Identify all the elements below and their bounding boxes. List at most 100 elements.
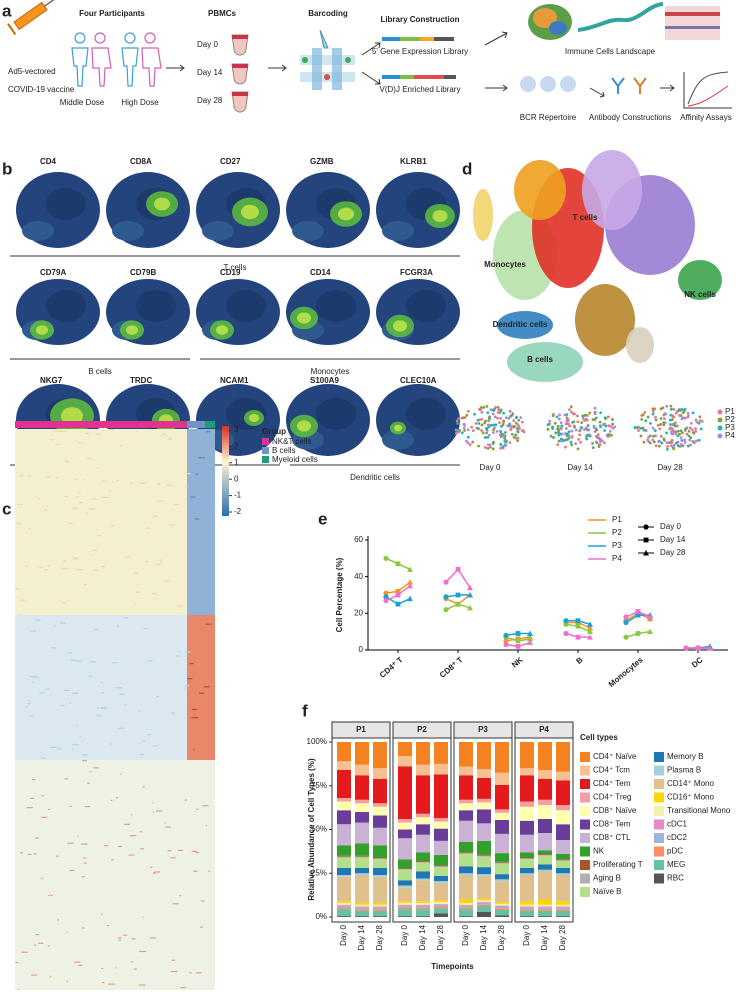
bar-segment	[337, 907, 351, 910]
tsne-dot	[565, 432, 569, 436]
heat-cell	[93, 767, 99, 769]
tsne-dot	[460, 431, 464, 435]
tsne-dot	[644, 429, 648, 433]
bar-segment	[373, 916, 387, 917]
bar-segment	[495, 905, 509, 907]
legend-swatch	[262, 456, 269, 463]
bar-segment	[459, 873, 473, 875]
heat-cell	[139, 831, 143, 833]
bar-segment	[373, 904, 387, 907]
heat-cell	[170, 524, 175, 526]
heat-cell	[120, 773, 122, 775]
bar-segment	[459, 866, 473, 874]
tsne-tile	[106, 172, 190, 248]
legend-label: pDC	[667, 847, 683, 856]
marker	[683, 645, 689, 651]
gene-label: NKG7	[40, 376, 63, 385]
heat-cell	[157, 483, 161, 486]
bar-segment	[477, 856, 491, 868]
day-label: Day 14	[567, 463, 593, 472]
tsne-dot	[675, 441, 678, 445]
x-tick-label: Day 0	[461, 924, 470, 945]
bar-segment	[477, 904, 491, 907]
heat-cell	[178, 651, 181, 653]
tsne-dot	[594, 416, 598, 420]
tsne-dot	[461, 416, 465, 420]
marker	[407, 579, 413, 585]
bar-segment	[477, 906, 491, 912]
tsne-dot	[651, 412, 655, 416]
tsne-dot	[499, 408, 503, 412]
legend-label: NK	[593, 847, 605, 856]
tubes	[231, 34, 249, 113]
heat-cell	[75, 496, 80, 498]
tsne-dot	[569, 440, 573, 444]
tsne-dot	[654, 434, 657, 438]
legend-title: Cell types	[580, 733, 618, 742]
bar-segment	[477, 898, 491, 901]
bar-segment	[337, 916, 351, 917]
library-bars	[382, 37, 456, 79]
tsne-dot	[563, 445, 567, 449]
bar-segment	[538, 864, 552, 870]
heat-cell	[69, 869, 75, 872]
bar-segment	[373, 858, 387, 860]
heat-cell	[146, 733, 152, 736]
legend-swatch	[580, 887, 590, 897]
tsne-dot	[680, 431, 684, 435]
bar-segment	[459, 907, 473, 910]
tsne-dot	[665, 447, 669, 451]
heat-cell	[147, 660, 153, 662]
heat-cell	[123, 617, 128, 619]
heat-cell	[37, 498, 41, 500]
bar-segment	[556, 771, 570, 781]
bar-segment	[337, 845, 351, 856]
tsne-dot	[683, 407, 687, 411]
marker	[503, 638, 509, 644]
bar-segment	[434, 904, 448, 907]
heat-cell	[49, 894, 53, 896]
heat-cell	[125, 556, 130, 558]
bar-segment	[398, 838, 412, 860]
group-label: T cells	[224, 263, 247, 272]
text: BCR Repertoire	[520, 113, 577, 122]
heat-cell	[67, 652, 73, 654]
tsne-dot	[520, 420, 524, 424]
heat-cell	[175, 655, 180, 657]
heat-cell	[28, 853, 32, 855]
bar-segment	[477, 867, 491, 875]
tsne-dot	[509, 428, 513, 431]
bar-segment	[459, 775, 473, 800]
tsne-dot	[608, 430, 612, 433]
bar-segment	[398, 868, 412, 869]
bar-segment	[373, 845, 387, 858]
tsne-dot	[681, 416, 685, 420]
tsne-dot	[502, 419, 506, 423]
bar-segment	[416, 907, 430, 910]
tsne-dot	[581, 416, 585, 420]
tsne-dot	[501, 445, 505, 449]
bar-segment	[373, 876, 387, 903]
heat-cell	[81, 754, 88, 756]
heat-cell	[172, 903, 179, 905]
text: Middle Dose	[60, 98, 105, 107]
legend-label: CD4⁺ Naïve	[593, 752, 637, 761]
legend-label: Transitional Mono	[667, 806, 731, 815]
tsne-dot	[585, 437, 589, 441]
tsne-dot	[633, 426, 637, 429]
heat-cell	[75, 569, 83, 571]
heat-cell	[117, 727, 125, 729]
bar-segment	[398, 885, 412, 888]
heat-cell	[89, 661, 96, 663]
bar-segment	[416, 901, 430, 903]
facet-label: P2	[417, 725, 427, 734]
heat-cell	[150, 866, 153, 868]
heat-cell	[28, 528, 31, 530]
tsne-dot	[577, 438, 581, 441]
heat-cell	[100, 681, 104, 684]
tsne-dot	[477, 444, 481, 448]
heat-cell	[83, 857, 87, 859]
bar-segment	[373, 910, 387, 917]
bar-segment	[355, 909, 369, 911]
bar-segment	[477, 903, 491, 905]
